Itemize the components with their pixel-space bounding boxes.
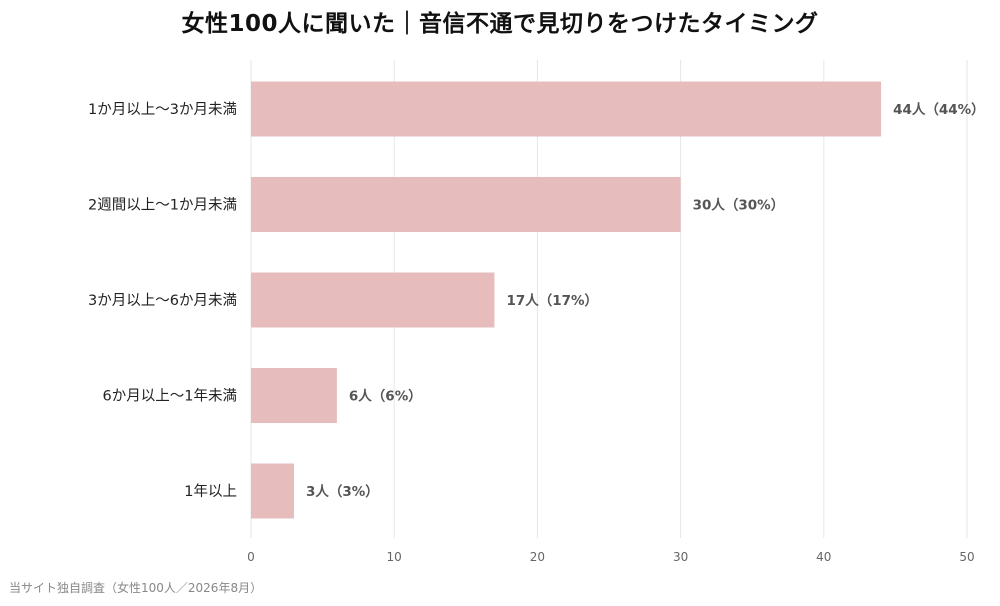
category-label: 1か月以上〜3か月未満: [88, 101, 237, 118]
chart-title: 女性100人に聞いた｜音信不通で見切りをつけたタイミング: [181, 11, 819, 37]
bars: [251, 81, 882, 519]
data-label: 44人（44%）: [893, 102, 985, 118]
bar-4: [251, 368, 337, 423]
category-label: 6か月以上〜1年未満: [103, 388, 237, 405]
x-tick-label: 50: [959, 550, 974, 564]
bar-1: [251, 81, 882, 137]
category-label: 3か月以上〜6か月未満: [88, 292, 237, 309]
x-tick-label: 20: [530, 550, 545, 564]
bar-5: [251, 463, 294, 519]
category-label: 1年以上: [184, 483, 237, 500]
labels: 0 10 20 30 40 50 1か月以上〜3か月未満 44人（44%） 2週間以上〜1か月未…: [88, 101, 985, 564]
x-tick-label: 10: [387, 550, 402, 564]
source-note: 当サイト独自調査（女性100人／2026年8月）: [9, 581, 263, 595]
data-label: 30人（30%）: [693, 198, 785, 214]
category-label: 2週間以上〜1か月未満: [88, 197, 237, 214]
data-label: 6人（6%）: [349, 389, 422, 405]
data-label: 3人（3%）: [306, 484, 379, 500]
x-tick-label: 0: [247, 550, 255, 564]
bar-3: [251, 272, 495, 328]
bar-2: [251, 177, 681, 232]
x-tick-label: 30: [673, 550, 688, 564]
data-label: 17人（17%）: [506, 293, 598, 309]
x-tick-label: 40: [816, 550, 831, 564]
